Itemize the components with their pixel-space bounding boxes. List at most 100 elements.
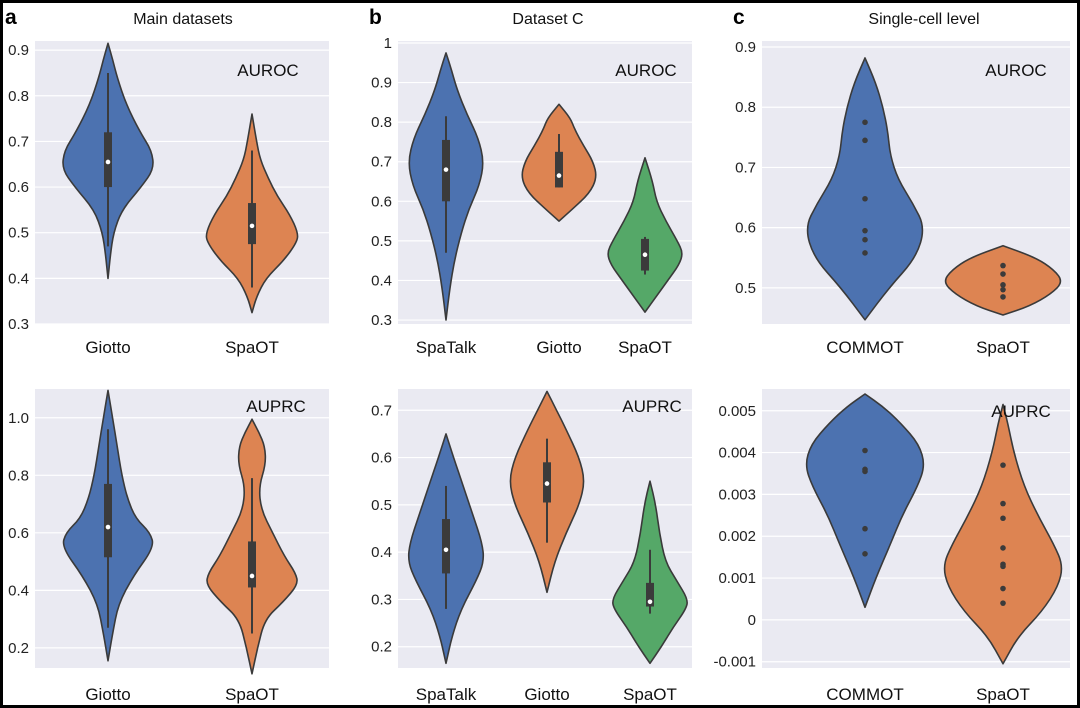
median-dot xyxy=(105,159,111,165)
data-point xyxy=(862,250,868,256)
y-tick-label: 0.4 xyxy=(371,272,392,289)
data-point xyxy=(862,195,868,202)
metric-label: AUPRC xyxy=(246,397,306,416)
y-tick-label: 0.9 xyxy=(8,42,29,59)
panel-title-b: Dataset C xyxy=(512,11,583,28)
y-tick-label: 0.5 xyxy=(8,225,29,242)
y-tick-label: 0.7 xyxy=(371,402,392,419)
data-point xyxy=(862,236,868,243)
y-tick-label: 0.3 xyxy=(371,312,392,329)
data-point xyxy=(862,137,868,144)
category-label: SpaTalk xyxy=(416,338,477,357)
y-tick-label: 0.9 xyxy=(735,39,756,56)
y-tick-label: 1 xyxy=(384,35,392,52)
metric-label: AUPRC xyxy=(991,402,1051,421)
y-tick-label: 0.6 xyxy=(371,450,392,467)
data-point xyxy=(1000,500,1006,507)
y-tick-label: 0.7 xyxy=(735,159,756,176)
y-tick-label: 0.5 xyxy=(371,497,392,514)
category-label: Giotto xyxy=(536,338,581,357)
category-label: SpaOT xyxy=(225,685,279,704)
y-tick-label: 0.4 xyxy=(8,270,29,287)
panel-title-a: Main datasets xyxy=(133,11,233,28)
category-label: COMMOT xyxy=(826,685,903,704)
violin-commot xyxy=(805,393,925,609)
y-tick-label: 0.002 xyxy=(718,528,756,545)
category-label: SpaTalk xyxy=(416,685,477,704)
y-tick-label: 0.7 xyxy=(371,154,392,171)
y-tick-label: 0.001 xyxy=(718,570,756,587)
median-dot xyxy=(105,524,111,530)
y-tick-label: 0.5 xyxy=(735,280,756,297)
violin-spaot xyxy=(944,244,1062,316)
panel-title-c: Single-cell level xyxy=(868,11,979,28)
y-tick-label: 0.8 xyxy=(735,99,756,116)
median-dot xyxy=(647,599,653,605)
data-point xyxy=(1000,286,1006,293)
category-label: Giotto xyxy=(524,685,569,704)
category-label: Giotto xyxy=(85,338,130,357)
violin-commot xyxy=(806,57,924,321)
iqr-box xyxy=(646,582,654,607)
category-label: SpaOT xyxy=(225,338,279,357)
median-dot xyxy=(249,573,255,579)
y-tick-label: 0.4 xyxy=(8,582,29,599)
y-tick-label: 0.4 xyxy=(371,544,392,561)
median-dot xyxy=(544,481,550,486)
category-label: SpaOT xyxy=(618,338,672,357)
iqr-box xyxy=(104,483,112,558)
y-tick-label: 1.0 xyxy=(8,410,29,427)
data-point xyxy=(1000,585,1006,592)
y-tick-label: 0 xyxy=(748,612,756,629)
y-tick-label: 0.7 xyxy=(8,133,29,150)
y-tick-label: 0.6 xyxy=(371,193,392,210)
y-tick-label: 0.6 xyxy=(735,220,756,237)
subplot-b-auroc: 0.3 0.4 0.5 0.6 0.7 0.8 0.9 1 SpaTalk Giotto SpaOT… xyxy=(371,35,692,357)
data-point xyxy=(1000,563,1006,570)
y-tick-label: 0.6 xyxy=(8,525,29,542)
data-point xyxy=(1000,545,1006,551)
panel-label-b: b xyxy=(369,6,382,29)
data-point xyxy=(1000,462,1006,468)
data-point xyxy=(1000,262,1006,269)
metric-label: AUROC xyxy=(985,61,1046,80)
metric-label: AUROC xyxy=(237,61,298,80)
data-point xyxy=(862,468,868,475)
data-point xyxy=(862,227,868,234)
median-dot xyxy=(443,547,449,553)
violin-spaot xyxy=(943,403,1063,665)
y-tick-label: 0.3 xyxy=(371,591,392,608)
y-tick-label: 0.8 xyxy=(8,88,29,105)
category-label: SpaOT xyxy=(976,338,1030,357)
y-tick-label: -0.001 xyxy=(713,654,756,671)
y-tick-label: 0.3 xyxy=(8,316,29,333)
subplot-a-auprc: 0.2 0.4 0.6 0.8 1.0 Giotto SpaOT AUPRC xyxy=(8,389,329,704)
subplot-a-auroc: 0.3 0.4 0.5 0.6 0.7 0.8 0.9 Giotto SpaOT AUROC xyxy=(8,41,329,357)
panel-label-c: c xyxy=(733,6,745,29)
y-tick-label: 0.004 xyxy=(718,445,756,462)
category-label: Giotto xyxy=(85,685,130,704)
median-dot xyxy=(249,223,255,229)
median-dot xyxy=(443,167,449,172)
data-point xyxy=(862,119,868,126)
data-point xyxy=(1000,294,1006,300)
data-point xyxy=(1000,515,1006,522)
data-point xyxy=(1000,600,1006,606)
y-tick-label: 0.5 xyxy=(371,233,392,250)
violin-spaot xyxy=(607,157,683,313)
category-label: SpaOT xyxy=(623,685,677,704)
iqr-box xyxy=(555,151,563,188)
data-point xyxy=(862,551,868,557)
subplot-c-auprc: -0.001 0 0.001 0.002 0.003 0.004 0.005 COMMOT Sp… xyxy=(713,389,1070,704)
y-tick-label: 0.8 xyxy=(8,467,29,484)
iqr-box xyxy=(442,519,450,574)
subplot-b-auprc: 0.2 0.3 0.4 0.5 0.6 0.7 SpaTalk Giotto SpaOT AUPR… xyxy=(371,389,692,704)
category-label: SpaOT xyxy=(976,685,1030,704)
y-tick-label: 0.005 xyxy=(718,403,756,420)
y-tick-label: 0.8 xyxy=(371,114,392,131)
metric-label: AUROC xyxy=(615,61,676,80)
iqr-box xyxy=(248,541,256,588)
subplot-c-auroc: 0.5 0.6 0.7 0.8 0.9 COMMOT SpaOT AUROC xyxy=(735,39,1070,357)
